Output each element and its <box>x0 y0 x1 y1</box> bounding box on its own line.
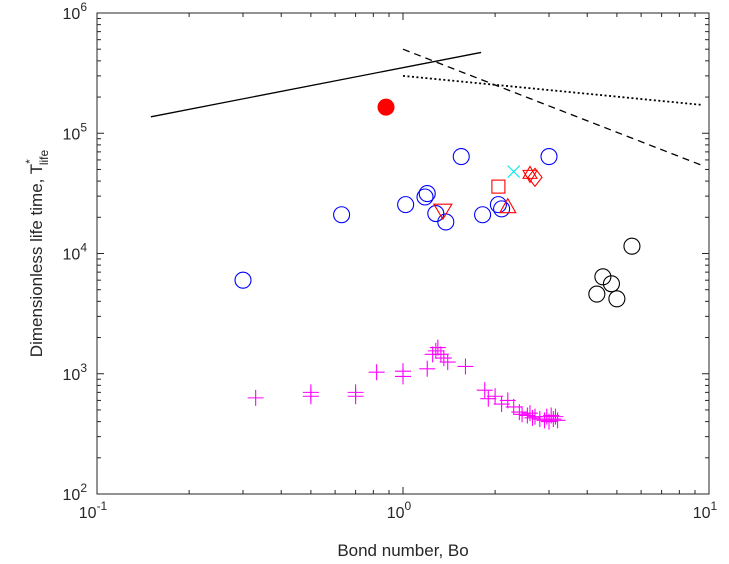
circle-marker <box>623 237 641 255</box>
plus-marker <box>432 346 449 363</box>
plus-marker <box>480 390 497 407</box>
diamond-marker <box>527 167 543 188</box>
x-marker <box>507 165 521 178</box>
plus-marker <box>524 409 541 426</box>
reference-line-dashed <box>402 48 703 167</box>
plus-marker <box>487 388 504 405</box>
axis-tick-labels: 10-1 100 101 102 103 104 105 106 <box>63 0 718 522</box>
plus-marker <box>247 389 264 406</box>
circle-marker <box>418 185 436 203</box>
circle-marker <box>493 200 511 218</box>
plus-marker <box>347 384 364 401</box>
filled-circle-marker <box>377 98 395 116</box>
circle-marker <box>602 275 621 293</box>
hexagram-marker <box>522 169 538 184</box>
y-tick-label: 105 <box>63 120 88 143</box>
plus-marker <box>499 392 516 409</box>
circle-marker <box>416 188 434 206</box>
circle-marker <box>452 148 470 166</box>
plus-marker <box>511 404 528 421</box>
y-tick-label: 103 <box>63 361 88 384</box>
svg-text:Dimensionless life time, T*lif: Dimensionless life time, T*life <box>23 149 51 357</box>
plot-lines <box>150 48 703 167</box>
circle-marker <box>489 196 507 214</box>
y-tick-label: 106 <box>63 0 88 23</box>
circle-marker <box>427 204 445 223</box>
square-marker <box>491 179 506 194</box>
plus-marker <box>368 364 385 381</box>
plus-marker <box>435 350 452 367</box>
plus-marker <box>531 411 548 428</box>
reference-line-solid <box>150 51 482 118</box>
y-axis-label-sup: * <box>23 159 37 164</box>
x-tick-label: 100 <box>387 499 412 522</box>
plus-marker <box>395 363 411 380</box>
x-tick-label: 101 <box>693 499 718 522</box>
plus-marker <box>547 408 564 425</box>
plus-marker <box>302 384 319 401</box>
y-axis-label: Dimensionless life time, T*life <box>23 149 51 357</box>
circle-marker <box>234 271 252 289</box>
y-axis-label-sub: life <box>37 149 51 165</box>
circle-marker <box>588 285 606 303</box>
plus-marker <box>439 354 456 371</box>
y-tick-label: 102 <box>63 481 88 504</box>
plot-markers <box>234 98 641 430</box>
circle-marker <box>474 206 492 224</box>
reference-line-dotted <box>402 74 703 106</box>
plus-marker <box>419 360 436 377</box>
circle-marker <box>333 206 351 224</box>
plus-marker <box>549 412 566 429</box>
plus-marker <box>476 382 493 399</box>
x-tick-label: 10-1 <box>79 499 108 522</box>
triangle-down-marker <box>432 203 453 221</box>
y-tick-label: 104 <box>63 241 88 264</box>
y-axis-label-main: Dimensionless life time, T <box>27 164 46 357</box>
circle-marker <box>608 290 626 308</box>
plus-marker <box>493 396 510 413</box>
triangle-up-marker <box>498 197 517 214</box>
axis-ticks <box>96 13 709 495</box>
plus-marker <box>429 339 446 356</box>
x-axis-label: Bond number, Bo <box>337 541 468 560</box>
circle-marker <box>397 196 415 214</box>
plus-marker <box>545 411 562 428</box>
hexagram-marker <box>522 165 538 179</box>
circle-marker <box>540 148 558 166</box>
circle-marker <box>594 268 612 286</box>
plus-marker <box>457 358 474 375</box>
